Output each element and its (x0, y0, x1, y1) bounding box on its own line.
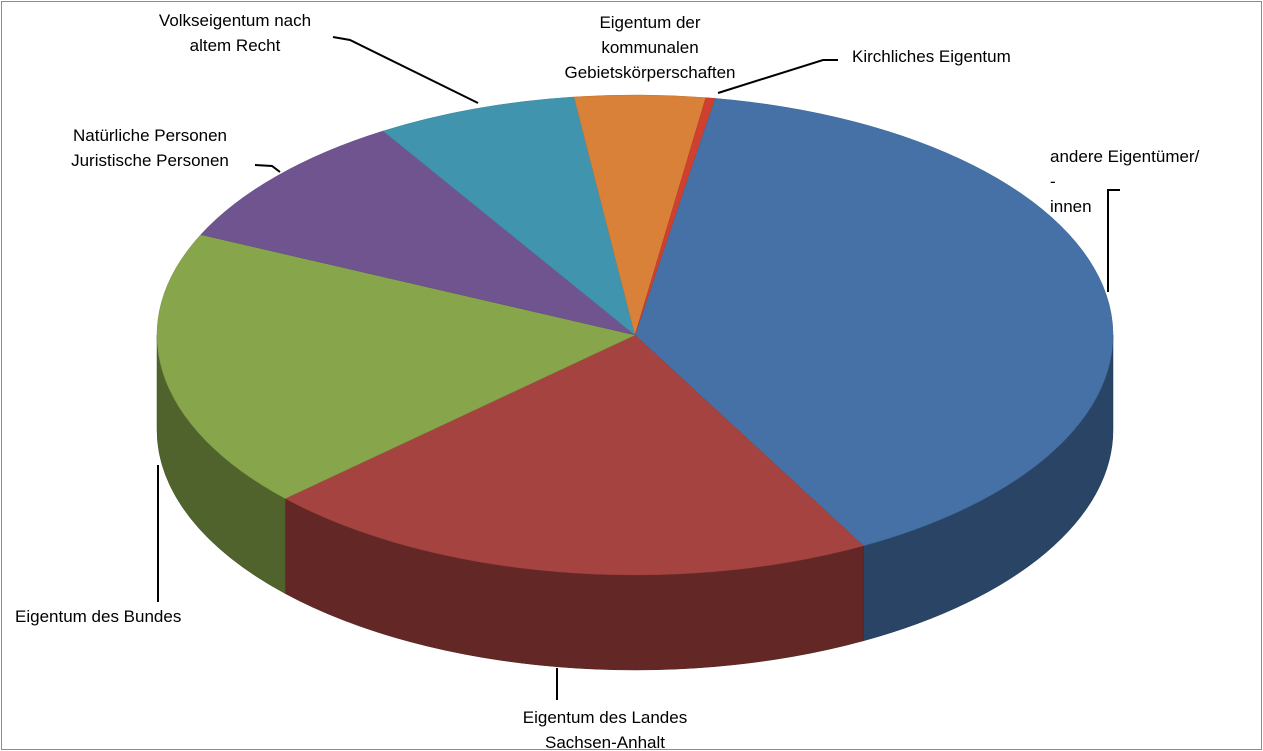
leader-line (1107, 189, 1120, 292)
slice-label: andere Eigentümer/ - innen (1050, 147, 1200, 216)
leader-line (254, 164, 281, 173)
leader-line (332, 36, 479, 104)
leader-line (717, 59, 838, 94)
slice (634, 97, 716, 336)
tops (156, 94, 1114, 576)
slice (382, 96, 636, 336)
slice (634, 98, 1114, 547)
slice (156, 234, 636, 499)
slice-label: Volkseigentum nach altem Recht (158, 11, 312, 55)
slice (284, 334, 865, 576)
slice-label: Eigentum des Landes Sachsen-Anhalt (522, 708, 688, 751)
slice-label: Eigentum der kommunalen Gebietskörpersch… (564, 13, 736, 82)
slice-label: Eigentum des Bundes (15, 607, 182, 626)
leader-lines (157, 36, 1120, 700)
slice (200, 130, 636, 336)
slice-label: Kirchliches Eigentum (852, 47, 1011, 66)
slice-label: Natürliche Personen Juristische Personen (71, 126, 229, 170)
